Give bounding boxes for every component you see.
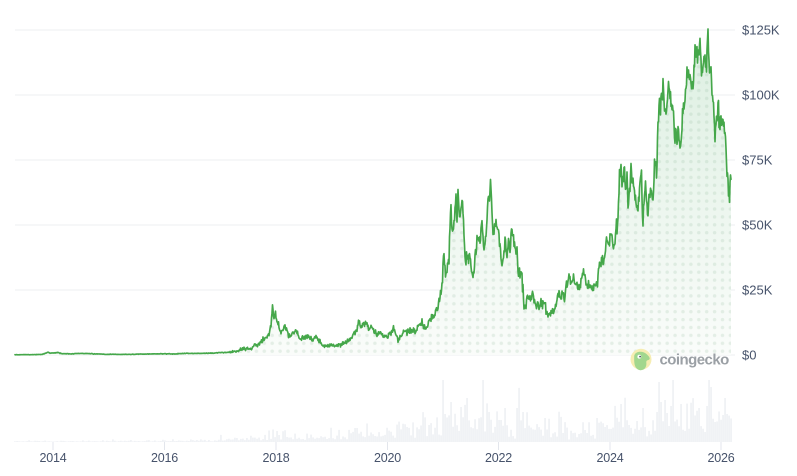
svg-text:2022: 2022 bbox=[485, 451, 512, 465]
svg-text:$25K: $25K bbox=[742, 283, 773, 298]
svg-text:2020: 2020 bbox=[374, 451, 401, 465]
svg-text:2026: 2026 bbox=[707, 451, 734, 465]
svg-text:$0: $0 bbox=[742, 348, 756, 363]
svg-text:$125K: $125K bbox=[742, 23, 780, 38]
svg-text:$100K: $100K bbox=[742, 88, 780, 103]
svg-text:$75K: $75K bbox=[742, 153, 773, 168]
svg-text:2016: 2016 bbox=[151, 451, 178, 465]
svg-text:2018: 2018 bbox=[262, 451, 289, 465]
svg-text:$50K: $50K bbox=[742, 218, 773, 233]
svg-text:coingecko: coingecko bbox=[660, 351, 730, 368]
svg-text:2024: 2024 bbox=[596, 451, 623, 465]
svg-text:2014: 2014 bbox=[39, 451, 66, 465]
